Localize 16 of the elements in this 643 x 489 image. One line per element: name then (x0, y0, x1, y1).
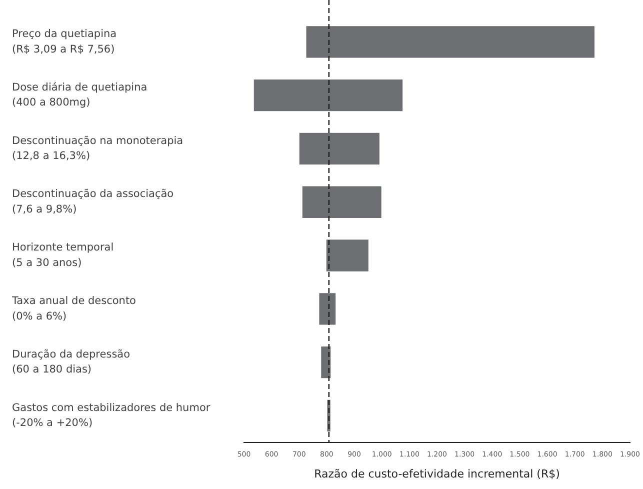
bar (326, 240, 368, 272)
bar (254, 79, 403, 112)
y-tick-label: Duração da depressão (60 a 180 dias) (12, 348, 130, 376)
bar (299, 132, 380, 165)
y-tick-label: Gastos com estabilizadores de humor (-20% a +20%) (12, 402, 211, 430)
y-tick-label: Taxa anual de desconto (0% a 6%) (11, 295, 136, 322)
bar (302, 186, 382, 218)
bar (319, 293, 336, 325)
y-tick-label: Descontinuação na monoterapia (12,8 a 16,3%) (12, 134, 184, 162)
y-tick-label: Preço da quetiapina (R$ 3,09 a R$ 7,56) (12, 28, 117, 56)
bar (321, 346, 331, 378)
bar (306, 26, 594, 58)
y-tick-label: Dose diária de quetiapina (400 a 800mg) (12, 81, 148, 109)
x-axis-title: Razão de custo-efetividade incremental (R$) (314, 467, 560, 480)
y-tick-label: Horizonte temporal (5 a 30 anos) (12, 242, 114, 269)
y-tick-label: Descontinuação da associação (7,6 a 9,8%) (12, 188, 174, 216)
